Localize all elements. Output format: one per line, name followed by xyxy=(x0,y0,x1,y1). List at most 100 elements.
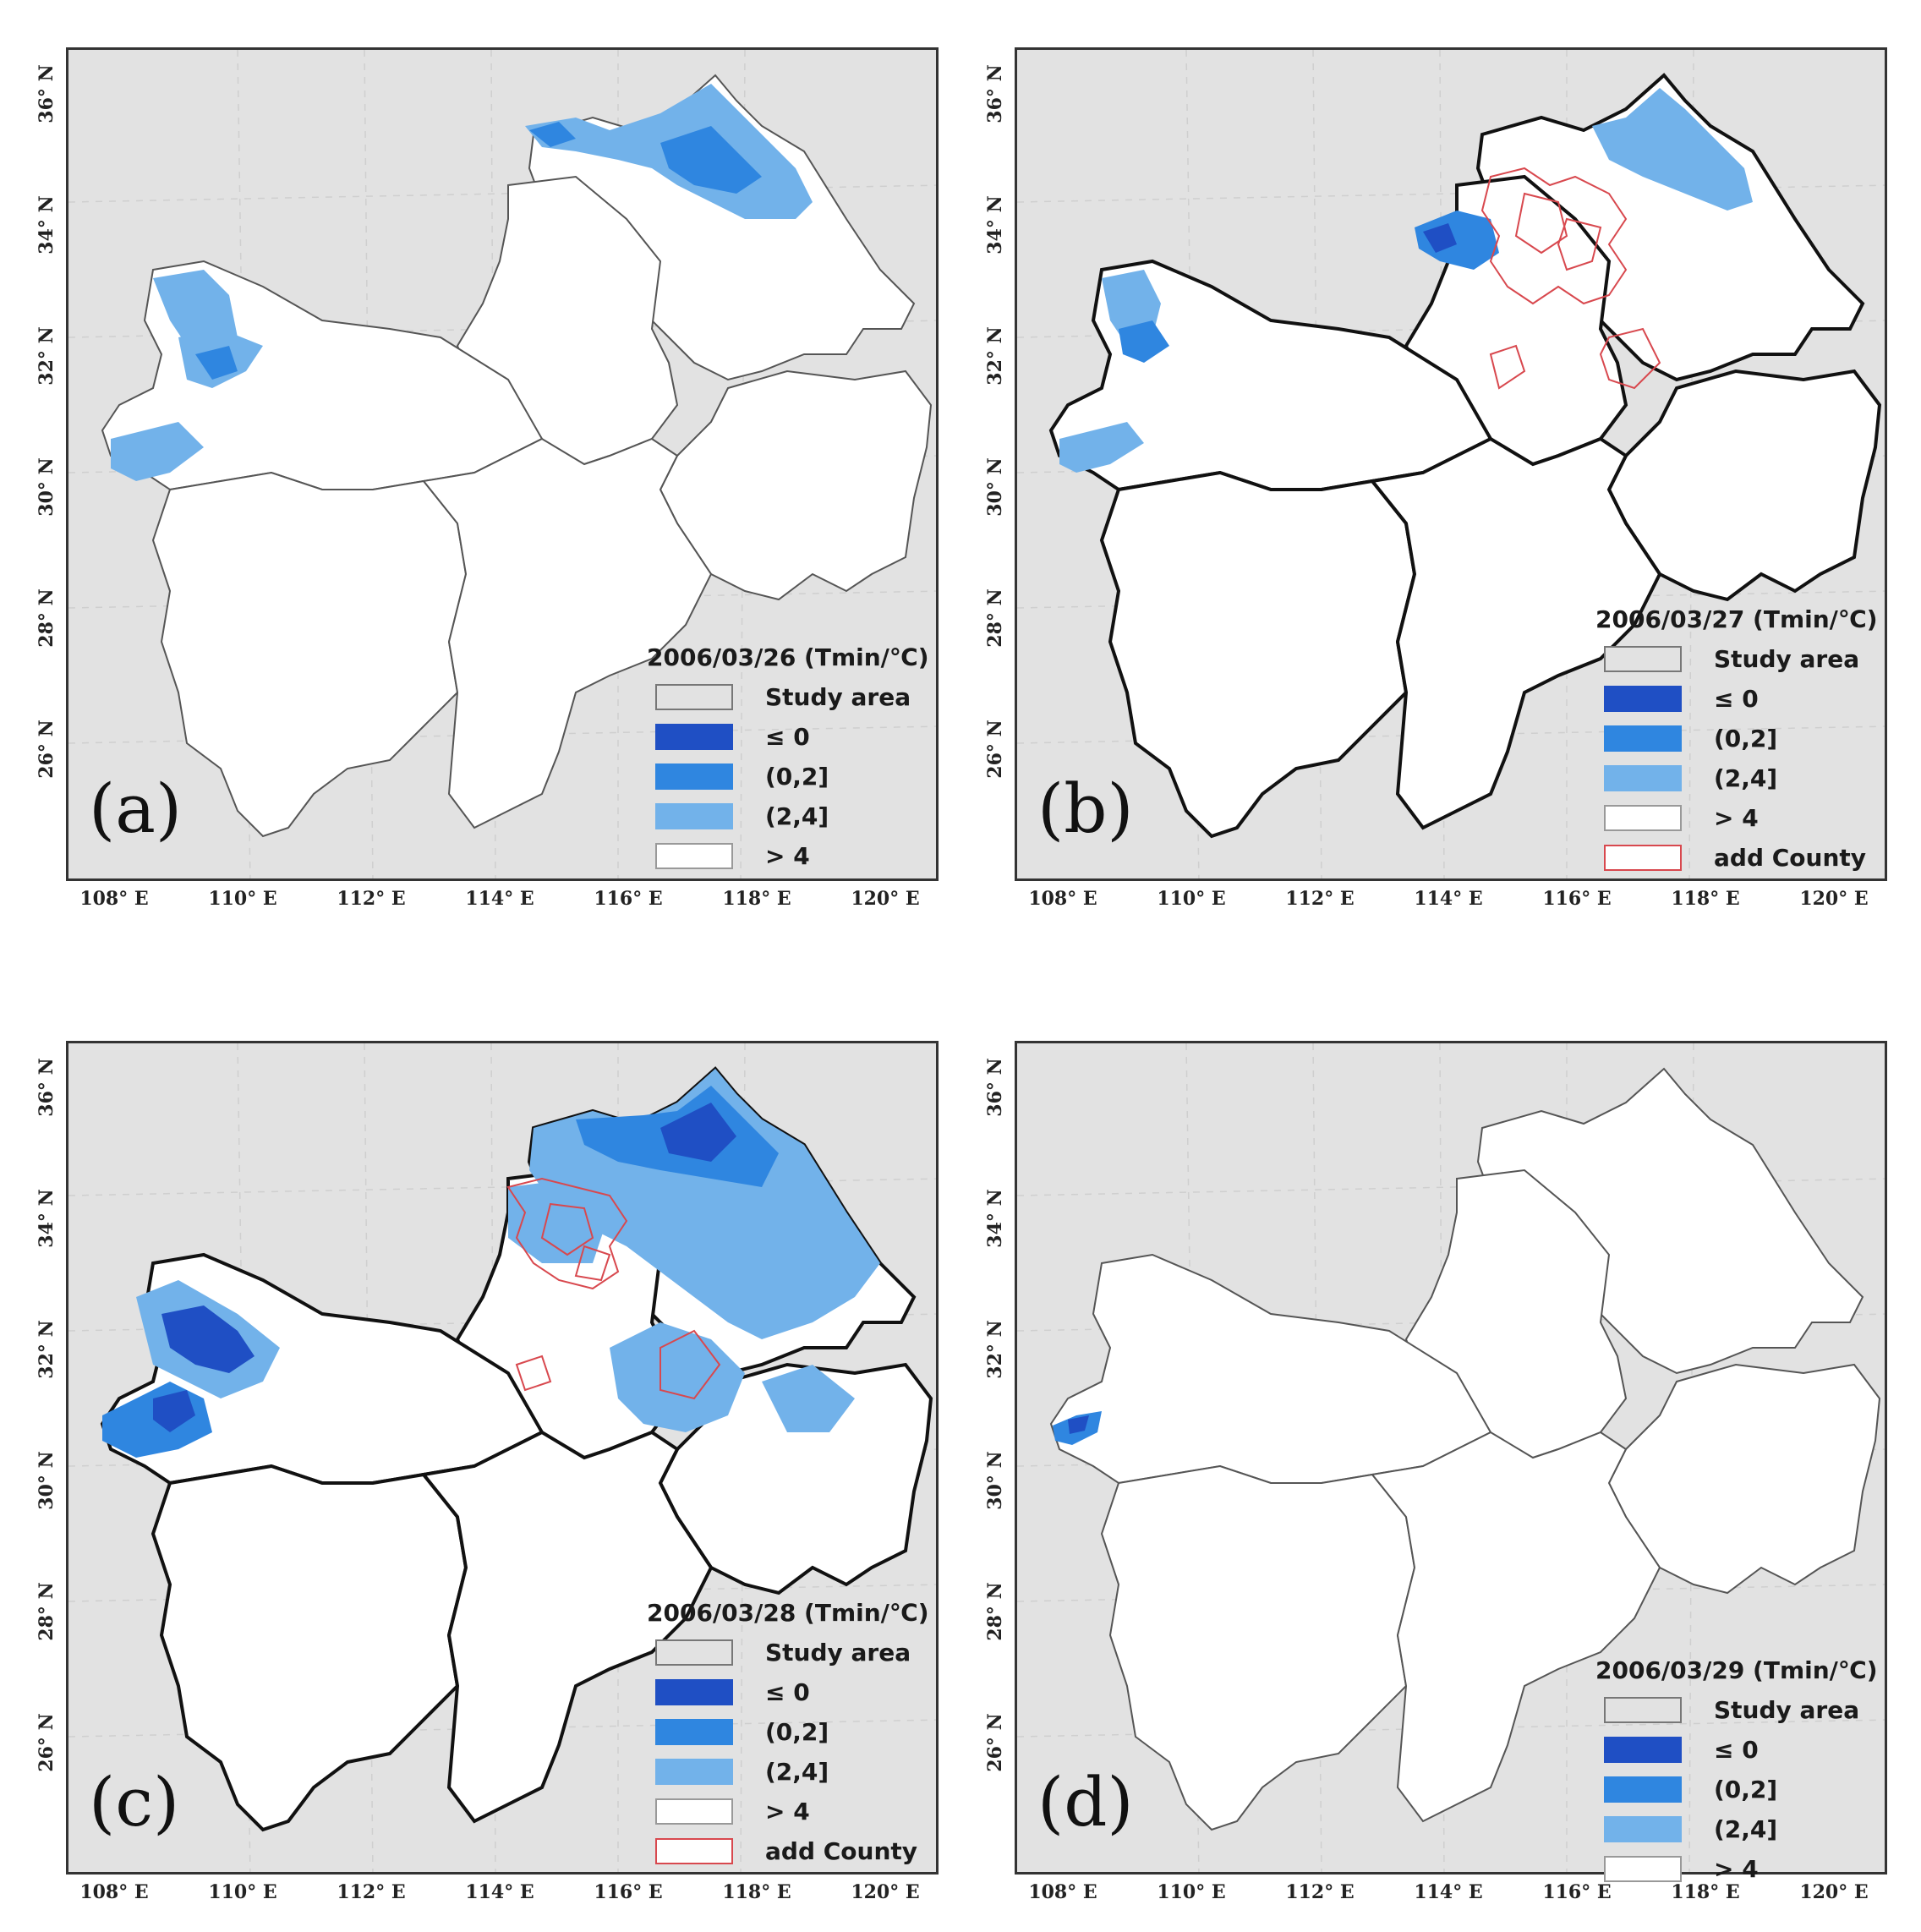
legend-swatch xyxy=(655,803,733,829)
legend-row-gt4: > 4 xyxy=(1595,1849,1874,1889)
x-tick-label: 110° E xyxy=(1157,1881,1226,1903)
county-outlines xyxy=(1480,167,1661,390)
legend-label: Study area xyxy=(765,683,911,711)
legend-label: (2,4] xyxy=(765,802,829,830)
x-tick-label: 116° E xyxy=(594,888,663,910)
y-tick-label: 34° N xyxy=(36,1189,57,1248)
x-tick-label: 116° E xyxy=(1542,888,1612,910)
province-south-west xyxy=(1099,470,1417,839)
legend-swatch xyxy=(1604,725,1682,752)
legend-swatch xyxy=(655,843,733,869)
patch-2-4 xyxy=(508,1179,610,1263)
legend-label: (2,4] xyxy=(1714,764,1778,792)
x-tick-label: 116° E xyxy=(1542,1881,1612,1903)
legend-swatch xyxy=(1604,646,1682,672)
legend-row-gt4: > 4 xyxy=(647,1792,926,1831)
patch-2-4 xyxy=(1059,422,1144,473)
legend-row-gt4: > 4 xyxy=(647,836,926,876)
legend-swatch xyxy=(1604,845,1682,871)
patch-2-4 xyxy=(111,422,204,481)
x-tick-label: 110° E xyxy=(1157,888,1226,910)
cold-patches xyxy=(1053,1411,1102,1445)
x-tick-label: 112° E xyxy=(337,888,406,910)
x-tick-label: 120° E xyxy=(851,1881,920,1903)
legend-swatch xyxy=(655,763,733,790)
county-outline xyxy=(1489,344,1526,390)
map-frame xyxy=(66,47,939,881)
legend-row-2-4: (2,4] xyxy=(647,1752,926,1792)
legend-label: > 4 xyxy=(765,842,810,870)
province-south-central xyxy=(422,437,713,829)
y-tick-label: 34° N xyxy=(984,195,1006,254)
legend-swatch xyxy=(1604,1697,1682,1723)
legend-swatch xyxy=(1604,1737,1682,1763)
province-south-central xyxy=(420,1430,714,1824)
legend-label: (0,2] xyxy=(765,763,829,791)
x-tick-label: 118° E xyxy=(1671,888,1740,910)
legend-label: (2,4] xyxy=(1714,1815,1778,1843)
map-frame xyxy=(1015,1041,1887,1875)
province-south-west xyxy=(151,471,468,838)
county-outline xyxy=(1599,327,1661,390)
legend-label: ≤ 0 xyxy=(765,723,810,751)
legend-label: Study area xyxy=(1714,645,1860,673)
legend-swatch xyxy=(1604,686,1682,712)
map-canvas xyxy=(1017,50,1885,878)
x-tick-label: 108° E xyxy=(79,888,149,910)
map-canvas xyxy=(1017,1043,1885,1872)
map-panel-c: 36° N 34° N 32° N 30° N 28° N 26° N 108°… xyxy=(25,1019,972,1932)
cold-patches xyxy=(111,84,813,481)
county-outline xyxy=(540,1202,594,1256)
map-frame xyxy=(66,1041,939,1875)
legend-label: ≤ 0 xyxy=(1714,685,1759,713)
county-outline xyxy=(515,1355,552,1392)
legend-label: Study area xyxy=(1714,1696,1860,1724)
legend-swatch xyxy=(655,1679,733,1705)
y-tick-label: 36° N xyxy=(36,1058,57,1117)
y-tick-label: 30° N xyxy=(36,457,57,517)
map-canvas xyxy=(68,1043,936,1872)
patch-le0 xyxy=(660,1103,736,1162)
patch-2-4 xyxy=(762,1365,855,1432)
legend-swatch xyxy=(1604,1856,1682,1882)
y-tick-label: 34° N xyxy=(36,195,57,254)
map-panel-a: 36° N 34° N 32° N 30° N 28° N 26° N 108°… xyxy=(25,25,972,939)
legend-swatch xyxy=(655,1639,733,1666)
legend-swatch xyxy=(1604,1776,1682,1803)
legend-row-study-area: Study area xyxy=(647,677,926,717)
legend-row-gt4: > 4 xyxy=(1595,798,1874,838)
county-outline xyxy=(1480,167,1628,305)
patch-2-4 xyxy=(1592,88,1753,211)
legend-label: (0,2] xyxy=(1714,725,1778,753)
county-outline xyxy=(1557,217,1602,271)
y-tick-label: 30° N xyxy=(36,1451,57,1510)
legend-row-2-4: (2,4] xyxy=(1595,1809,1874,1849)
legend-title: 2006/03/26 (Tmin/℃) xyxy=(647,643,929,671)
y-tick-label: 28° N xyxy=(36,1582,57,1641)
province-south-central xyxy=(1371,1431,1661,1823)
x-tick-label: 108° E xyxy=(1028,1881,1097,1903)
province-south-central xyxy=(1369,436,1662,830)
legend-title: 2006/03/27 (Tmin/℃) xyxy=(1595,605,1878,633)
panel-letter: (d) xyxy=(1037,1763,1134,1842)
x-tick-label: 114° E xyxy=(465,1881,534,1903)
panel-letter: (a) xyxy=(89,769,183,848)
y-tick-label: 32° N xyxy=(36,1320,57,1379)
legend: 2006/03/26 (Tmin/℃) Study area ≤ 0 (0,2]… xyxy=(647,638,929,876)
legend-row-2-4: (2,4] xyxy=(1595,758,1874,798)
y-tick-label: 32° N xyxy=(36,326,57,386)
y-tick-label: 36° N xyxy=(36,64,57,123)
legend-swatch xyxy=(655,684,733,710)
y-tick-label: 36° N xyxy=(984,1058,1006,1117)
y-tick-label: 34° N xyxy=(984,1189,1006,1248)
map-frame xyxy=(1015,47,1887,881)
legend-swatch xyxy=(1604,765,1682,791)
y-tick-label: 26° N xyxy=(984,720,1006,779)
patch-le0 xyxy=(1068,1415,1089,1434)
legend-title: 2006/03/28 (Tmin/℃) xyxy=(647,1599,929,1627)
y-tick-label: 32° N xyxy=(984,326,1006,386)
patch-0-2 xyxy=(195,346,238,380)
legend-row-le0: ≤ 0 xyxy=(1595,1730,1874,1770)
county-outline xyxy=(506,1177,628,1290)
legend-swatch xyxy=(1604,805,1682,831)
